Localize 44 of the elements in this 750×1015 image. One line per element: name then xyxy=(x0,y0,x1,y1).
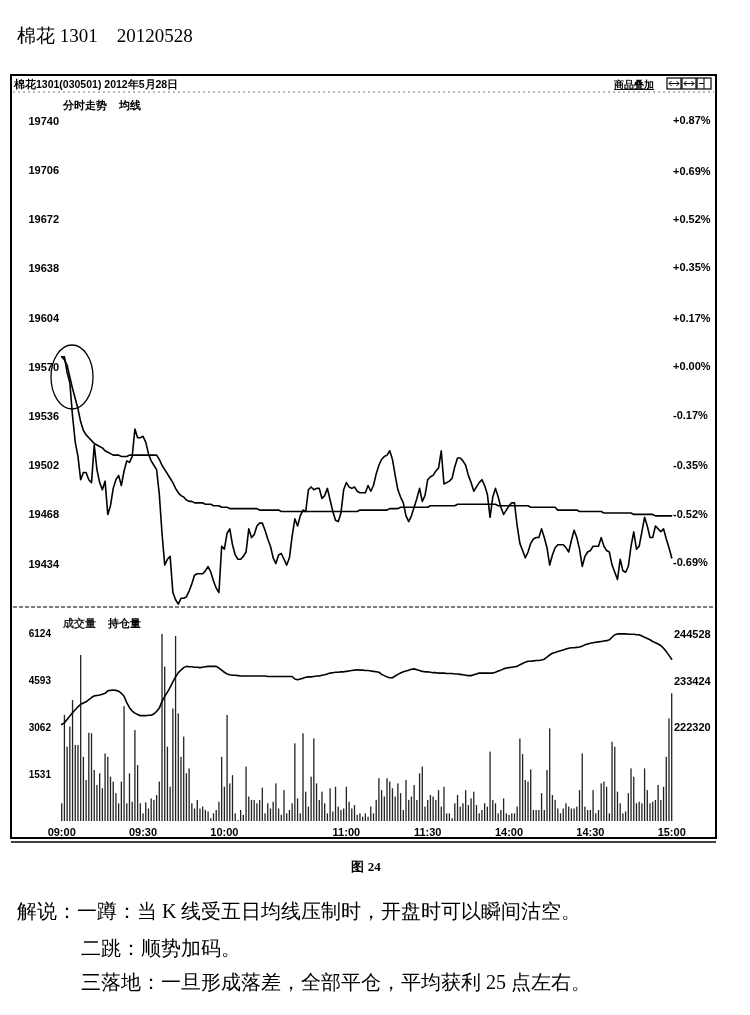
y2-tick-label: 244528 xyxy=(674,627,711,640)
annotation: 均线 xyxy=(117,99,141,111)
y2-tick-label: +0.52% xyxy=(673,213,711,226)
legend: 成交量 持仓量 xyxy=(62,617,141,629)
x-tick-label: 10:00 xyxy=(210,826,239,838)
x-tick-label: 11:30 xyxy=(413,826,442,838)
y-tick-label: 19706 xyxy=(28,164,59,177)
text: 二跳：顺势加码。 xyxy=(81,937,241,959)
x-tick-label: 09:30 xyxy=(128,826,158,838)
caption: 图 24 xyxy=(351,859,382,874)
x-tick-label: 14:30 xyxy=(576,826,605,838)
y2-tick-label: +0.87% xyxy=(673,114,711,127)
x-tick-label: 14:00 xyxy=(494,826,524,838)
y-tick-label: 19468 xyxy=(28,508,59,521)
y-tick-label: 19536 xyxy=(28,410,59,422)
y2-tick-label: +0.35% xyxy=(673,261,711,274)
text: 三落地：一旦形成落差，全部平仓，平均获利 25 点左右。 xyxy=(81,971,591,993)
x-tick-label: 11:00 xyxy=(332,826,361,838)
annotation: 分时走势 xyxy=(61,99,107,111)
y-tick-label: 3062 xyxy=(28,721,52,733)
y-tick-label: 6124 xyxy=(28,628,52,640)
text: 解说：一蹲：当 K 线受五日均线压制时，开盘时可以瞬间沽空。 xyxy=(17,900,582,922)
y2-tick-label: +0.00% xyxy=(673,360,711,373)
y-tick-label: 19502 xyxy=(28,459,59,472)
chart-title: 棉花 1301 20120528 xyxy=(17,25,193,46)
y2-tick-label: -0.17% xyxy=(673,408,709,421)
y-tick-label: 19672 xyxy=(28,213,59,226)
chart-subtitle: 棉花1301(030501) 2012年5月28日 xyxy=(13,78,179,90)
y-tick-label: 19434 xyxy=(28,557,60,570)
x-tick-label: 15:00 xyxy=(657,826,686,838)
y-tick-label: 1531 xyxy=(28,768,52,780)
y2-tick-label: +0.17% xyxy=(673,312,711,325)
y2-tick-label: 222320 xyxy=(674,721,711,734)
y-tick-label: 19638 xyxy=(28,262,59,275)
y2-tick-label: 233424 xyxy=(674,674,712,687)
y-tick-label: 19604 xyxy=(28,311,60,324)
y2-tick-label: -0.52% xyxy=(673,507,709,520)
text: 商品叠加 xyxy=(613,79,654,90)
y2-tick-label: -0.69% xyxy=(673,555,709,568)
y-tick-label: 4593 xyxy=(28,675,52,687)
x-tick-label: 09:00 xyxy=(47,826,76,838)
y2-tick-label: -0.35% xyxy=(673,459,709,472)
y-tick-label: 19740 xyxy=(28,114,59,127)
y2-tick-label: +0.69% xyxy=(673,165,711,178)
